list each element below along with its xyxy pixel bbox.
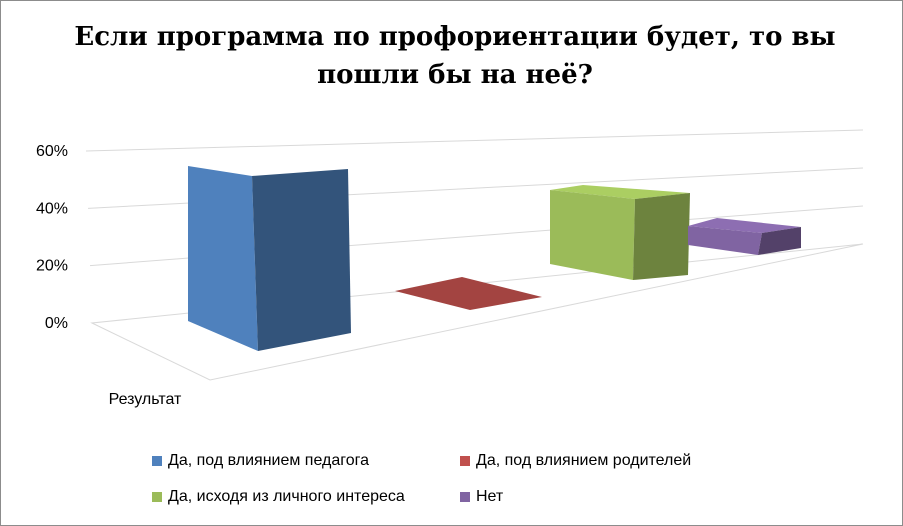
x-category-label: Результат (109, 391, 182, 408)
legend-swatch-interest (152, 492, 162, 502)
y-tick-label: 60% (36, 143, 68, 160)
bar-2 (550, 185, 690, 280)
bars (188, 166, 801, 351)
y-tick-label: 40% (36, 200, 68, 217)
bar-top-face (688, 218, 801, 233)
legend-item-interest: Да, исходя из личного интереса (152, 488, 405, 506)
y-tick-label: 20% (36, 258, 68, 275)
legend: Да, под влиянием педагога Да, под влияни… (0, 448, 903, 518)
gridline (85, 129, 864, 152)
y-tick-label: 0% (45, 315, 68, 332)
bar-1 (395, 277, 542, 310)
bar-side-face (633, 193, 690, 280)
bar-side-face (252, 169, 351, 351)
y-axis: 0% 20% 40% 60% (36, 143, 68, 332)
legend-item-parents: Да, под влиянием родителей (460, 452, 691, 470)
bar-3 (688, 218, 801, 255)
legend-label-no: Нет (476, 488, 504, 505)
legend-swatch-no (460, 492, 470, 502)
x-axis: Результат (109, 391, 182, 408)
legend-label-interest: Да, исходя из личного интереса (168, 488, 405, 505)
bar-front-face (188, 166, 258, 351)
legend-swatch-parents (460, 456, 470, 466)
legend-item-teacher: Да, под влиянием педагога (152, 452, 369, 470)
bar-side-face (758, 227, 801, 255)
bar-front-face (550, 190, 635, 280)
legend-label-teacher: Да, под влиянием педагога (168, 452, 370, 469)
bar-flat-top (395, 277, 542, 310)
bar-front-face (688, 226, 762, 255)
legend-swatch-teacher (152, 456, 162, 466)
bar-top-face (550, 185, 690, 199)
legend-item-no: Нет (460, 488, 503, 506)
legend-label-parents: Да, под влиянием родителей (476, 452, 692, 469)
bar-0 (188, 166, 351, 351)
chart-title: Если программа по профориентации будет, … (74, 22, 836, 90)
